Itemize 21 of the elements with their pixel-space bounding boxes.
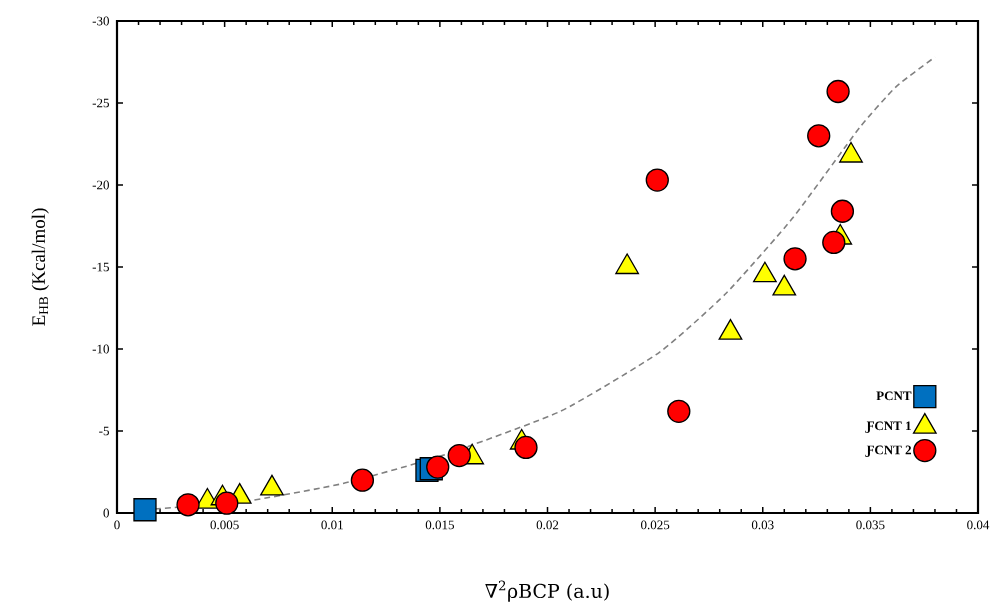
- y-axis-title: E$_{HB}$ (Kcal/mol): [31, 208, 49, 326]
- x-axis-title: ∇$^{2}$ρBCP (a.u): [485, 580, 609, 602]
- x-tick-label: 0.015: [425, 520, 454, 530]
- y-tick-label: -30: [92, 16, 109, 26]
- y-tick-label: -25: [92, 98, 109, 108]
- legend-label: PCNT: [876, 391, 912, 401]
- y-tick-label: -10: [92, 344, 109, 354]
- x-tick-label: 0.005: [210, 520, 239, 530]
- legend-label: ƑCNT 2: [865, 445, 911, 457]
- x-tick-label: 0.02: [536, 520, 559, 530]
- y-tick-label: 0: [103, 508, 109, 518]
- y-tick-label: -15: [92, 262, 109, 272]
- x-tick-label: 0.04: [967, 520, 990, 530]
- x-tick-label: 0: [114, 520, 120, 530]
- x-tick-label: 0.035: [856, 520, 885, 530]
- x-tick-label: 0.025: [641, 520, 670, 530]
- legend-label: ƑCNT 1: [865, 421, 911, 433]
- y-tick-label: -5: [99, 426, 109, 436]
- x-tick-label: 0.01: [321, 520, 343, 530]
- y-tick-label: -20: [92, 180, 109, 190]
- x-tick-label: 0.03: [751, 520, 774, 530]
